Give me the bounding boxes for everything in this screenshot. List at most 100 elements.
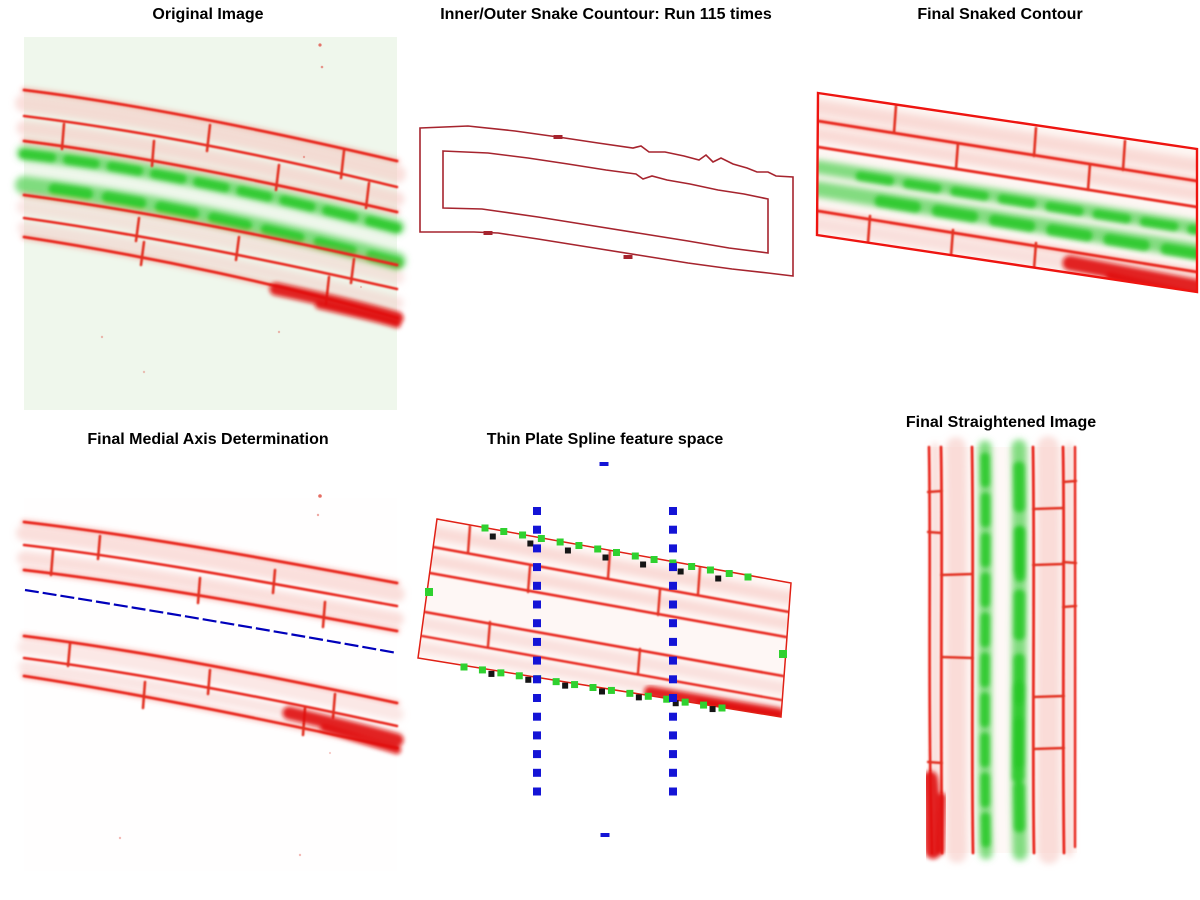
panel-medial-axis: [16, 494, 405, 871]
tps-grid-marker: [533, 712, 541, 721]
outer-snake-contour: [419, 125, 794, 277]
tps-target-marker: [677, 568, 684, 575]
tps-feature-marker: [644, 692, 652, 700]
tps-grid-marker: [533, 581, 541, 590]
tps-feature-marker: [571, 681, 579, 689]
tps-grid-marker: [533, 619, 541, 628]
tps-grid-marker: [669, 507, 677, 515]
tps-feature-marker: [481, 524, 489, 532]
tps-target-marker: [715, 575, 722, 582]
tps-feature-marker: [607, 686, 615, 694]
tps-feature-marker: [537, 535, 545, 542]
tps-grid-marker: [533, 694, 541, 702]
tps-grid-marker: [669, 768, 677, 777]
tps-grid-marker: [669, 712, 677, 721]
panel-title-straightened-image: Final Straightened Image: [905, 414, 1097, 431]
panel-title-original-image: Original Image: [152, 6, 264, 23]
tps-feature-marker: [460, 663, 468, 671]
tps-feature-marker: [718, 704, 726, 712]
tps-feature-marker: [589, 684, 597, 691]
tps-grid-marker: [533, 750, 541, 759]
tps-feature-marker: [519, 531, 527, 539]
tps-target-marker: [562, 682, 569, 689]
tps-feature-marker: [626, 689, 634, 697]
tps-grid-marker: [533, 731, 541, 740]
panel-snake-contour: [419, 125, 794, 277]
tps-grid-marker: [533, 768, 541, 777]
tps-grid-marker: [533, 600, 541, 609]
tps-grid-marker: [669, 581, 677, 590]
tps-target-marker: [599, 688, 605, 695]
tps-feature-marker: [688, 563, 696, 570]
tps-feature-marker: [575, 542, 583, 549]
tps-target-marker: [488, 670, 495, 677]
tps-target-marker: [635, 694, 642, 701]
tps-target-marker: [525, 676, 532, 683]
tps-feature-marker: [515, 672, 523, 680]
tps-grid-marker: [533, 637, 541, 646]
panel-title-medial-axis: Final Medial Axis Determination: [87, 431, 329, 448]
tps-feature-marker: [744, 573, 752, 581]
inner-snake-contour: [442, 150, 769, 254]
tps-feature-marker: [631, 552, 639, 560]
tps-target-marker: [564, 547, 571, 554]
tps-feature-marker: [663, 695, 671, 703]
contour-tick: [623, 255, 633, 259]
panel-straightened-image: [922, 436, 1078, 864]
tps-grid-marker: [533, 563, 541, 572]
tps-feature-marker: [478, 666, 486, 674]
tps-grid-marker: [669, 787, 677, 796]
panel-final-snaked-contour: [815, 91, 1199, 294]
panel-original-image: [15, 37, 406, 410]
tps-feature-marker: [779, 650, 787, 658]
tps-grid-marker: [669, 600, 677, 609]
tps-target-marker: [709, 706, 716, 713]
panel-title-final-snaked-contour: Final Snaked Contour: [917, 6, 1083, 23]
tps-target-marker: [640, 561, 647, 568]
tps-feature-marker: [552, 678, 560, 686]
tps-feature-marker: [497, 669, 505, 677]
panel-title-tps-feature-space: Thin Plate Spline feature space: [486, 431, 724, 448]
panel-title-snake-contour: Inner/Outer Snake Countour: Run 115 time…: [440, 6, 772, 23]
tps-feature-marker: [725, 570, 733, 577]
tps-feature-marker: [594, 545, 602, 553]
tps-feature-marker: [669, 559, 677, 567]
tps-grid-marker: [533, 507, 541, 515]
tps-feature-marker: [706, 566, 714, 574]
tps-feature-marker: [500, 528, 508, 535]
tps-grid-marker: [669, 563, 677, 572]
tps-grid-marker: [669, 637, 677, 646]
tps-feature-marker: [613, 549, 620, 556]
tps-grid-marker: [533, 544, 541, 553]
tps-grid-marker: [669, 544, 677, 553]
tps-grid-marker: [533, 525, 541, 534]
tps-target-marker: [602, 554, 609, 561]
tps-grid-dash: [599, 462, 609, 466]
tps-grid-marker: [669, 675, 677, 684]
tps-grid-marker: [669, 619, 677, 628]
tps-feature-marker: [425, 588, 433, 596]
tps-grid-marker: [533, 787, 541, 796]
tps-grid-marker: [533, 656, 541, 665]
panel1-speckles: [100, 43, 363, 374]
contour-tick: [553, 135, 563, 139]
tps-grid-marker: [669, 694, 677, 702]
medial-axis-line: [24, 588, 398, 655]
tps-grid-dash: [600, 833, 610, 837]
tps-target-marker: [527, 540, 534, 547]
tps-feature-marker: [650, 556, 658, 563]
tps-grid-marker: [669, 656, 677, 665]
tps-feature-marker: [681, 698, 689, 706]
panel4-speckles: [118, 494, 332, 857]
tps-grid-marker: [669, 525, 677, 534]
tps-grid-marker: [669, 750, 677, 759]
tps-feature-marker: [700, 701, 708, 709]
tps-grid-marker: [669, 731, 677, 740]
snaked-contour-outline: [815, 91, 1199, 294]
tps-target-marker: [489, 533, 496, 540]
panel-tps-feature-space: [417, 462, 792, 837]
tps-feature-marker: [556, 538, 564, 546]
contour-tick: [483, 231, 493, 235]
